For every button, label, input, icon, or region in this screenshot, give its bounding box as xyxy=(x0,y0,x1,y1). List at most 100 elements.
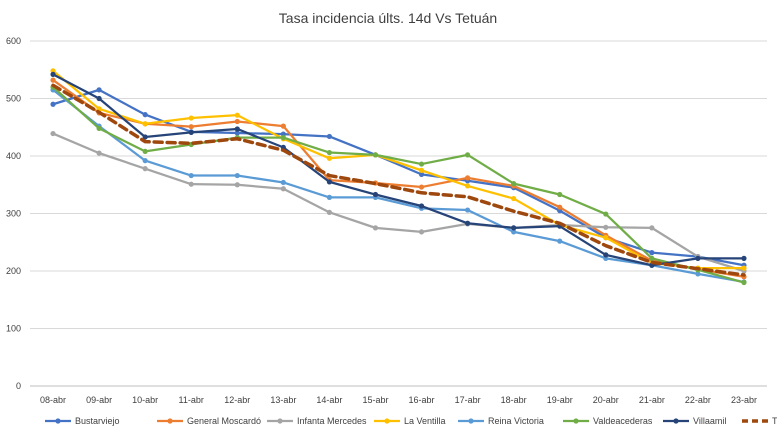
legend-item: Infanta Mercedes xyxy=(267,416,367,426)
y-tick-label: 600 xyxy=(6,36,21,46)
legend-item: Reina Victoria xyxy=(458,416,544,426)
legend-item: Valdeacederas xyxy=(563,416,653,426)
data-point xyxy=(464,183,471,189)
x-tick-label: 21-abr xyxy=(639,395,665,405)
data-point xyxy=(142,148,148,154)
data-point xyxy=(695,271,701,277)
y-tick-label: 400 xyxy=(6,151,21,161)
x-tick-label: 19-abr xyxy=(547,395,573,405)
data-point xyxy=(234,182,240,188)
series-line xyxy=(51,69,746,270)
series-line xyxy=(51,78,746,278)
data-point xyxy=(557,238,563,244)
data-point xyxy=(372,225,379,231)
legend-marker xyxy=(468,418,474,424)
data-point xyxy=(557,204,563,210)
data-point xyxy=(96,150,102,156)
data-point xyxy=(142,134,148,140)
legend-label: TETUAN xyxy=(772,416,777,426)
legend-label: Bustarviejo xyxy=(75,416,120,426)
x-tick-label: 17-abr xyxy=(455,395,481,405)
x-tick-label: 20-abr xyxy=(593,395,619,405)
legend-item: Villaamil xyxy=(663,416,726,426)
data-point xyxy=(326,149,333,156)
y-tick-label: 100 xyxy=(6,324,21,334)
x-tick-label: 18-abr xyxy=(501,395,527,405)
series-line xyxy=(51,132,746,273)
data-point xyxy=(649,255,655,261)
legend-item: General Moscardó xyxy=(157,416,261,426)
legend-label: Villaamil xyxy=(693,416,726,426)
data-point xyxy=(142,158,148,164)
data-point xyxy=(188,181,194,187)
y-tick-label: 500 xyxy=(6,94,21,104)
series-bustarviejo xyxy=(50,87,747,268)
data-point xyxy=(418,184,425,190)
legend-item: TETUAN xyxy=(742,416,777,426)
data-point xyxy=(741,255,747,261)
series-line xyxy=(51,73,746,267)
y-tick-label: 200 xyxy=(6,266,21,276)
data-point xyxy=(695,255,701,261)
data-point xyxy=(96,87,102,93)
x-tick-label: 16-abr xyxy=(409,395,435,405)
data-point xyxy=(464,220,471,226)
data-point xyxy=(741,279,747,286)
data-point xyxy=(418,171,425,177)
chart-title: Tasa incidencia últs. 14d Vs Tetuán xyxy=(279,10,497,26)
series-villaamil xyxy=(50,71,747,268)
data-point xyxy=(50,130,56,137)
series-lines xyxy=(50,68,747,286)
data-point xyxy=(464,207,471,213)
series-line xyxy=(51,88,746,267)
data-point xyxy=(96,95,102,102)
series-tetuan xyxy=(51,83,746,277)
x-tick-label: 10-abr xyxy=(132,395,158,405)
x-tick-label: 12-abr xyxy=(224,395,250,405)
data-point xyxy=(418,161,425,167)
legend-label: Valdeacederas xyxy=(593,416,653,426)
data-point xyxy=(50,71,56,77)
data-point xyxy=(234,130,240,136)
legend-marker xyxy=(673,418,679,424)
legend-item: Bustarviejo xyxy=(45,416,120,426)
data-point xyxy=(96,125,102,131)
data-point xyxy=(234,112,240,118)
data-point xyxy=(142,121,148,127)
data-point xyxy=(188,124,194,130)
data-point xyxy=(142,112,148,118)
data-point xyxy=(372,152,379,158)
y-axis-ticks: 0 100 200 300 400 500 600 xyxy=(6,36,21,391)
series-line xyxy=(51,88,746,284)
data-point xyxy=(188,172,194,179)
data-point xyxy=(142,166,148,172)
data-point xyxy=(649,250,655,256)
data-point xyxy=(464,152,471,158)
data-point xyxy=(741,265,747,271)
data-point xyxy=(603,224,609,230)
data-point xyxy=(418,229,425,235)
x-tick-label: 23-abr xyxy=(731,395,757,405)
data-point xyxy=(603,252,609,258)
data-point xyxy=(511,225,517,231)
data-point xyxy=(326,179,333,185)
legend-marker xyxy=(277,418,283,424)
legend-label: Infanta Mercedes xyxy=(297,416,367,426)
data-point xyxy=(326,209,333,215)
data-point xyxy=(418,203,425,209)
legend-marker xyxy=(384,418,390,424)
series-line xyxy=(51,85,746,284)
gridlines xyxy=(30,40,767,387)
data-point xyxy=(280,123,286,129)
data-point xyxy=(418,167,425,173)
series-line xyxy=(51,83,746,277)
x-tick-label: 11-abr xyxy=(179,395,204,405)
data-point xyxy=(280,135,286,141)
legend-label: La Ventilla xyxy=(404,416,446,426)
legend-label: Reina Victoria xyxy=(488,416,544,426)
x-axis-ticks: 08-abr 09-abr 10-abr 11-abr 12-abr 13-abr 14-a… xyxy=(40,395,757,405)
x-tick-label: 15-abr xyxy=(362,395,388,405)
data-point xyxy=(603,211,609,217)
data-point xyxy=(326,133,333,140)
